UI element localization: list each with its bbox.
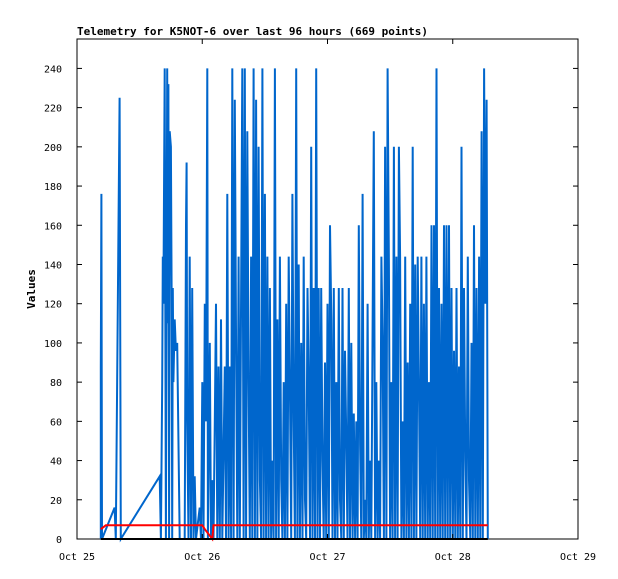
y-tick-label: 120 [44,300,62,311]
y-tick-label: 100 [44,339,62,350]
x-tick-label: Oct 25 [59,552,95,563]
y-axis-ticks: 0 20 40 60 80 100 120 140 160 180 200 220 240 [44,64,578,546]
y-tick-label: 0 [56,535,62,546]
y-tick-label: 140 [44,260,62,271]
y-tick-label: 60 [50,417,62,428]
x-tick-label: Oct 28 [435,552,471,563]
series-layer [99,68,489,543]
y-tick-label: 80 [50,378,62,389]
x-tick-label: Oct 29 [560,552,596,563]
y-tick-label: 220 [44,104,62,115]
y-tick-label: 200 [44,143,62,154]
series-line-0 [99,68,489,543]
y-tick-label: 20 [50,496,62,507]
x-tick-label: Oct 27 [309,552,345,563]
y-tick-label: 180 [44,182,62,193]
x-tick-label: Oct 26 [184,552,220,563]
y-tick-label: 160 [44,221,62,232]
y-axis-label: Values [25,269,38,309]
y-tick-label: 240 [44,64,62,75]
x-axis-ticks: Oct 25 Oct 26 Oct 27 Oct 28 Oct 29 [59,39,596,563]
y-tick-label: 40 [50,457,62,468]
chart-title: Telemetry for K5NOT-6 over last 96 hours… [77,25,428,38]
